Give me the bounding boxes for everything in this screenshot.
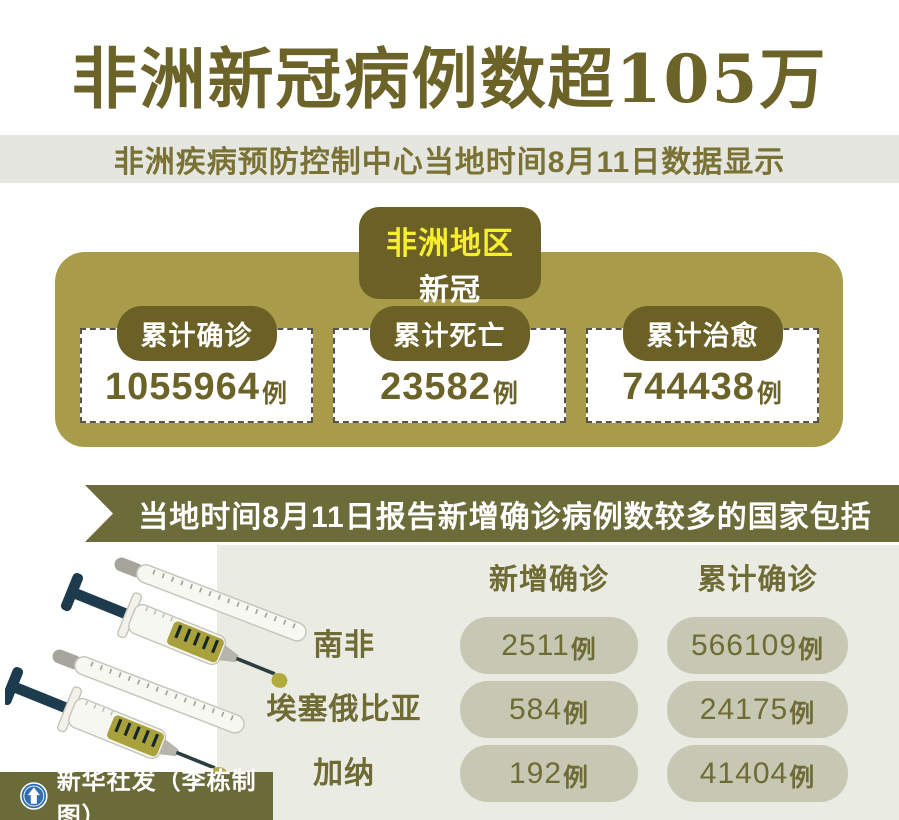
stat-card-deaths: 累计死亡 23582 例 <box>333 306 566 423</box>
credit-bar: 新华社发（李栋制图） <box>0 768 273 820</box>
page-title: 非洲新冠病例数超105万 <box>71 40 828 118</box>
new-cases-pill: 192 例 <box>460 745 638 802</box>
stat-card-confirmed: 累计确诊 1055964 例 <box>80 306 313 423</box>
section-banner: 当地时间8月11日报告新增确诊病例数较多的国家包括 <box>85 485 899 542</box>
pill-unit: 例 <box>798 636 825 664</box>
section-banner-text: 当地时间8月11日报告新增确诊病例数较多的国家包括 <box>138 500 872 534</box>
pill-unit: 例 <box>789 700 816 728</box>
pill-number: 584 <box>508 692 563 726</box>
stat-unit: 例 <box>492 380 519 408</box>
pill-number: 41404 <box>699 756 789 790</box>
subtitle-text: 非洲疾病预防控制中心当地时间8月11日数据显示 <box>113 146 786 179</box>
stat-value-recovered: 744438 例 <box>588 352 817 422</box>
stat-number: 744438 <box>622 365 755 408</box>
region-badge: 非洲地区 新冠 <box>359 207 541 307</box>
column-header-new-cases: 新增确诊 <box>488 564 609 596</box>
stat-card-recovered: 累计治愈 744438 例 <box>586 306 819 423</box>
stat-label-deaths: 累计死亡 <box>369 306 530 361</box>
column-header-total-cases: 累计确诊 <box>697 564 818 596</box>
stat-value-deaths: 23582 例 <box>335 352 564 422</box>
country-label: 埃塞俄比亚 <box>266 693 422 726</box>
pill-unit: 例 <box>563 764 590 792</box>
total-cases-pill: 24175 例 <box>667 681 848 738</box>
pill-unit: 例 <box>570 636 597 664</box>
total-cases-pill: 566109 例 <box>667 617 848 674</box>
pill-number: 2511 <box>501 628 570 662</box>
region-badge-line2: 新冠 <box>419 274 481 307</box>
stat-number: 23582 <box>380 365 491 408</box>
stat-label-confirmed: 累计确诊 <box>116 306 277 361</box>
new-cases-pill: 2511 例 <box>460 617 638 674</box>
pill-number: 24175 <box>699 692 789 726</box>
total-cases-pill: 41404 例 <box>667 745 848 802</box>
new-cases-pill: 584 例 <box>460 681 638 738</box>
pill-unit: 例 <box>789 764 816 792</box>
region-badge-line1: 非洲地区 <box>386 226 514 261</box>
country-label: 南非 <box>313 629 375 662</box>
pill-number: 192 <box>508 756 563 790</box>
stat-unit: 例 <box>261 380 288 408</box>
stat-label-recovered: 累计治愈 <box>622 306 783 361</box>
country-label: 加纳 <box>313 757 375 790</box>
xinhua-logo-icon <box>20 782 48 810</box>
subtitle-band: 非洲疾病预防控制中心当地时间8月11日数据显示 <box>0 135 899 183</box>
pill-unit: 例 <box>563 700 590 728</box>
stat-unit: 例 <box>756 380 783 408</box>
pill-number: 566109 <box>690 628 798 662</box>
stat-number: 1055964 <box>105 365 260 408</box>
stat-value-confirmed: 1055964 例 <box>82 352 311 422</box>
credit-text: 新华社发（李栋制图） <box>56 768 257 820</box>
